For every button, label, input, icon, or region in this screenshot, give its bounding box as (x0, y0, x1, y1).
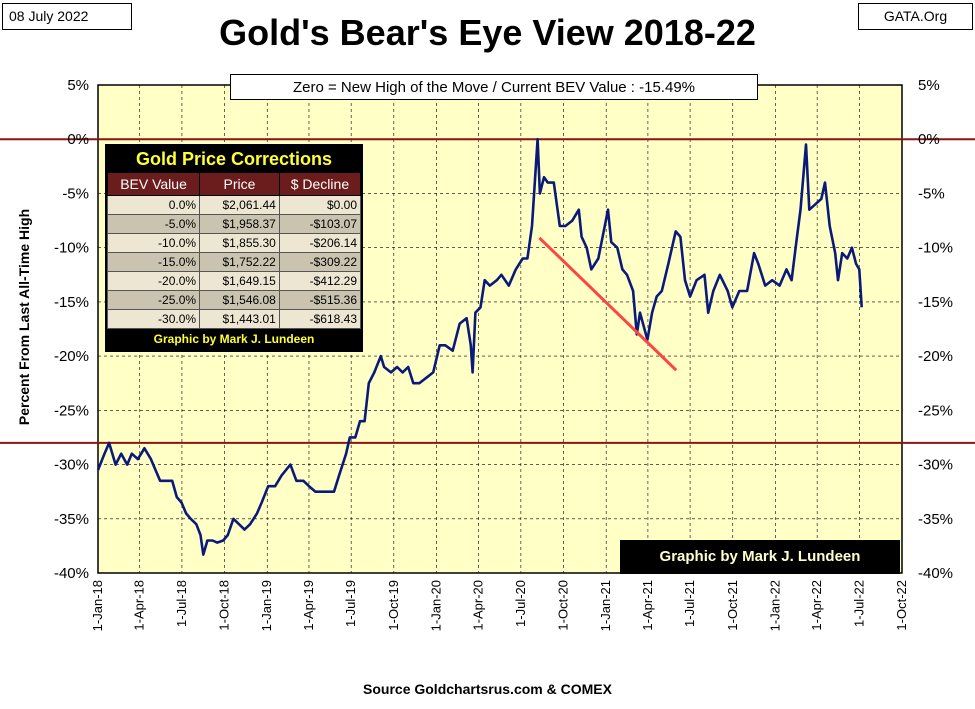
x-tick-label: 1-Apr-20 (471, 580, 486, 631)
x-tick-label: 1-Oct-22 (894, 580, 909, 631)
table-row: -10.0% $1,855.30 -$206.14 (106, 233, 362, 253)
bev-series (96, 137, 863, 556)
y-tick-label-right: 5% (918, 77, 940, 94)
header-price: Price (199, 172, 280, 196)
corrections-grid: BEV Value Price $ Decline 0.0% $2,061.44 $… (106, 172, 362, 329)
corrections-title: Gold Price Corrections (135, 149, 333, 169)
x-tick-label: 1-Oct-20 (556, 580, 571, 631)
cell-bev: -30.0% (106, 309, 201, 329)
y-tick-labels-right: 5% 0% -5% -10% -15% -20% -25% -30% -35% -40% (918, 77, 953, 582)
corrections-header-row: BEV Value Price $ Decline (106, 172, 362, 196)
cell-price: $1,855.30 (199, 233, 280, 253)
y-tick-label: -15% (54, 294, 89, 311)
cell-price: $1,958.37 (199, 214, 280, 234)
y-tick-label: -30% (54, 457, 89, 474)
cell-decline: -$515.36 (278, 290, 362, 310)
cell-bev: -25.0% (106, 290, 201, 310)
x-tick-label: 1-Jul-18 (174, 580, 189, 627)
cell-bev: -10.0% (106, 233, 201, 253)
x-tick-label: 1-Apr-22 (809, 580, 824, 631)
cell-decline: $0.00 (278, 195, 362, 215)
table-row: -25.0% $1,546.08 -$515.36 (106, 290, 362, 310)
y-axis-label: Percent From Last All-Time High (16, 208, 32, 426)
x-tick-label: 1-Jul-20 (513, 580, 528, 627)
cell-decline: -$412.29 (278, 271, 362, 291)
table-row: -15.0% $1,752.22 -$309.22 (106, 252, 362, 272)
y-tick-label: -35% (54, 511, 89, 528)
y-tick-label: 5% (67, 77, 89, 94)
bev-note-box: Zero = New High of the Move / Current BE… (230, 74, 758, 100)
date-label: 08 July 2022 (2, 3, 132, 30)
y-tick-label-right: -25% (918, 402, 953, 419)
x-tick-label: 1-Jul-22 (851, 580, 866, 627)
x-tick-label: 1-Oct-21 (725, 580, 740, 631)
x-tick-label: 1-Jan-21 (598, 580, 613, 631)
cell-price: $1,752.22 (199, 252, 280, 272)
cell-price: $1,649.15 (199, 271, 280, 291)
x-tick-label: 1-Apr-18 (132, 580, 147, 631)
credit-box: Graphic by Mark J. Lundeen (620, 540, 900, 574)
x-tick-label: 1-Jan-22 (767, 580, 782, 631)
trend-line (538, 236, 678, 372)
cell-bev: -20.0% (106, 271, 201, 291)
x-tick-label: 1-Jan-18 (90, 580, 105, 631)
table-row: -20.0% $1,649.15 -$412.29 (106, 271, 362, 291)
site-label: GATA.Org (858, 3, 973, 30)
table-row: 0.0% $2,061.44 $0.00 (106, 195, 362, 215)
y-tick-label: -25% (54, 402, 89, 419)
cell-decline: -$206.14 (278, 233, 362, 253)
y-tick-label-right: -35% (918, 511, 953, 528)
y-tick-label-right: -5% (918, 185, 945, 202)
corrections-footer: Graphic by Mark J. Lundeen (153, 332, 315, 346)
y-tick-label: -20% (54, 348, 89, 365)
x-tick-label: 1-Jul-21 (682, 580, 697, 627)
y-tick-label-right: -20% (918, 348, 953, 365)
series-line (96, 137, 863, 556)
header-bev: BEV Value (106, 172, 201, 196)
cell-price: $1,546.08 (199, 290, 280, 310)
y-tick-label-right: -10% (918, 240, 953, 257)
y-tick-label: 0% (67, 131, 89, 148)
corrections-table: Gold Price Corrections BEV Value Price $… (105, 144, 363, 352)
x-tick-label: 1-Oct-18 (217, 580, 232, 631)
table-row: -5.0% $1,958.37 -$103.07 (106, 214, 362, 234)
x-tick-labels: 1-Jan-18 1-Apr-18 1-Jul-18 1-Oct-18 1-Jan-19… (90, 580, 909, 631)
trend-line-group (538, 236, 678, 372)
table-row: -30.0% $1,443.01 -$618.43 (106, 309, 362, 329)
y-tick-label-right: -15% (918, 294, 953, 311)
y-tick-label: -5% (62, 185, 89, 202)
cell-bev: -5.0% (106, 214, 201, 234)
y-tick-labels-left: 5% 0% -5% -10% -15% -20% -25% -30% -35% -40% (54, 77, 89, 582)
x-tick-label: 1-Jan-20 (428, 580, 443, 631)
x-tick-label: 1-Jan-19 (259, 580, 274, 631)
source-label: Source Goldchartsrus.com & COMEX (363, 681, 612, 697)
chart-title: Gold's Bear's Eye View 2018-22 (219, 12, 756, 53)
header-decline: $ Decline (278, 172, 362, 196)
cell-decline: -$103.07 (278, 214, 362, 234)
cell-bev: -15.0% (106, 252, 201, 272)
cell-bev: 0.0% (106, 195, 201, 215)
y-tick-label: -10% (54, 240, 89, 257)
cell-price: $1,443.01 (199, 309, 280, 329)
cell-price: $2,061.44 (199, 195, 280, 215)
x-tick-label: 1-Apr-21 (640, 580, 655, 631)
x-tick-label: 1-Oct-19 (386, 580, 401, 631)
y-tick-label-right: 0% (918, 131, 940, 148)
reference-lines (0, 138, 975, 444)
cell-decline: -$618.43 (278, 309, 362, 329)
x-tick-label: 1-Jul-19 (343, 580, 358, 627)
y-tick-label-right: -40% (918, 565, 953, 582)
x-tick-label: 1-Apr-19 (301, 580, 316, 631)
y-tick-label-right: -30% (918, 457, 953, 474)
cell-decline: -$309.22 (278, 252, 362, 272)
y-tick-label: -40% (54, 565, 89, 582)
